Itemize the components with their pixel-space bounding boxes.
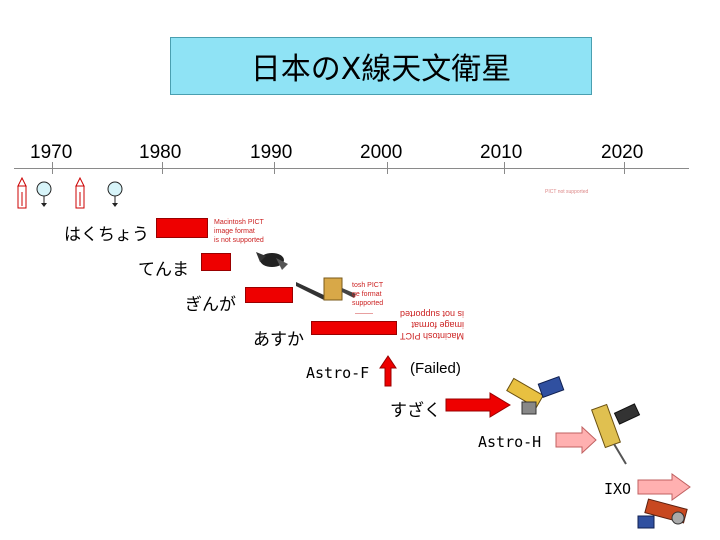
tick-2020 <box>624 162 625 174</box>
placeholder-rule <box>355 313 373 314</box>
label-hakucho: はくちょう <box>64 225 149 245</box>
label-astro-f: Astro-F <box>306 364 370 382</box>
ixo-arrow <box>637 473 691 501</box>
suzaku-arrow <box>445 392 511 418</box>
tenma-satellite-icon <box>256 252 288 270</box>
bar-asuka <box>311 321 397 335</box>
tick-2010 <box>504 162 505 174</box>
year-2010: 2010 <box>480 142 523 163</box>
tick-1970 <box>52 162 53 174</box>
label-tenma: てんま <box>138 260 189 280</box>
image-placeholder-hakucho: Macintosh PICT image format is not suppo… <box>214 219 264 244</box>
bar-hakucho <box>156 218 208 238</box>
tick-1980 <box>162 162 163 174</box>
bar-ginga <box>245 287 293 303</box>
label-astro-h: Astro-H <box>478 433 542 451</box>
balloon-icon <box>36 181 52 207</box>
image-placeholder-asuka: Macintosh PICT image format is not suppo… <box>400 309 465 341</box>
year-1970: 1970 <box>30 142 73 163</box>
image-placeholder-tiny: PICT not supported <box>545 189 589 195</box>
label-suzaku: すざく <box>390 401 441 421</box>
page-title: 日本のX線天文衛星 <box>170 37 592 95</box>
astro-h-satellite-icon <box>591 403 641 465</box>
label-ixo: IXO <box>604 480 632 498</box>
astro-f-up-arrow <box>379 355 397 387</box>
ixo-satellite-icon <box>637 498 688 529</box>
early-launches-icon <box>17 176 123 209</box>
year-1980: 1980 <box>139 142 182 163</box>
title-text: 日本のX線天文衛星 <box>250 52 512 87</box>
label-failed: (Failed) <box>410 360 461 377</box>
rocket-icon <box>17 176 27 209</box>
ginga-satellite-icon <box>296 277 356 301</box>
rocket-icon <box>75 176 85 209</box>
tick-1990 <box>274 162 275 174</box>
balloon-icon <box>107 181 123 207</box>
timeline-axis <box>14 168 689 169</box>
label-ginga: ぎんが <box>185 295 236 315</box>
label-asuka: あすか <box>253 330 304 350</box>
tick-2000 <box>387 162 388 174</box>
suzaku-satellite-icon <box>506 376 565 415</box>
image-placeholder-ginga: tosh PICT ge format supported <box>352 282 384 307</box>
bar-tenma <box>201 253 231 271</box>
year-1990: 1990 <box>250 142 293 163</box>
year-2020: 2020 <box>601 142 644 163</box>
astro-h-arrow <box>555 425 597 455</box>
year-2000: 2000 <box>360 142 403 163</box>
